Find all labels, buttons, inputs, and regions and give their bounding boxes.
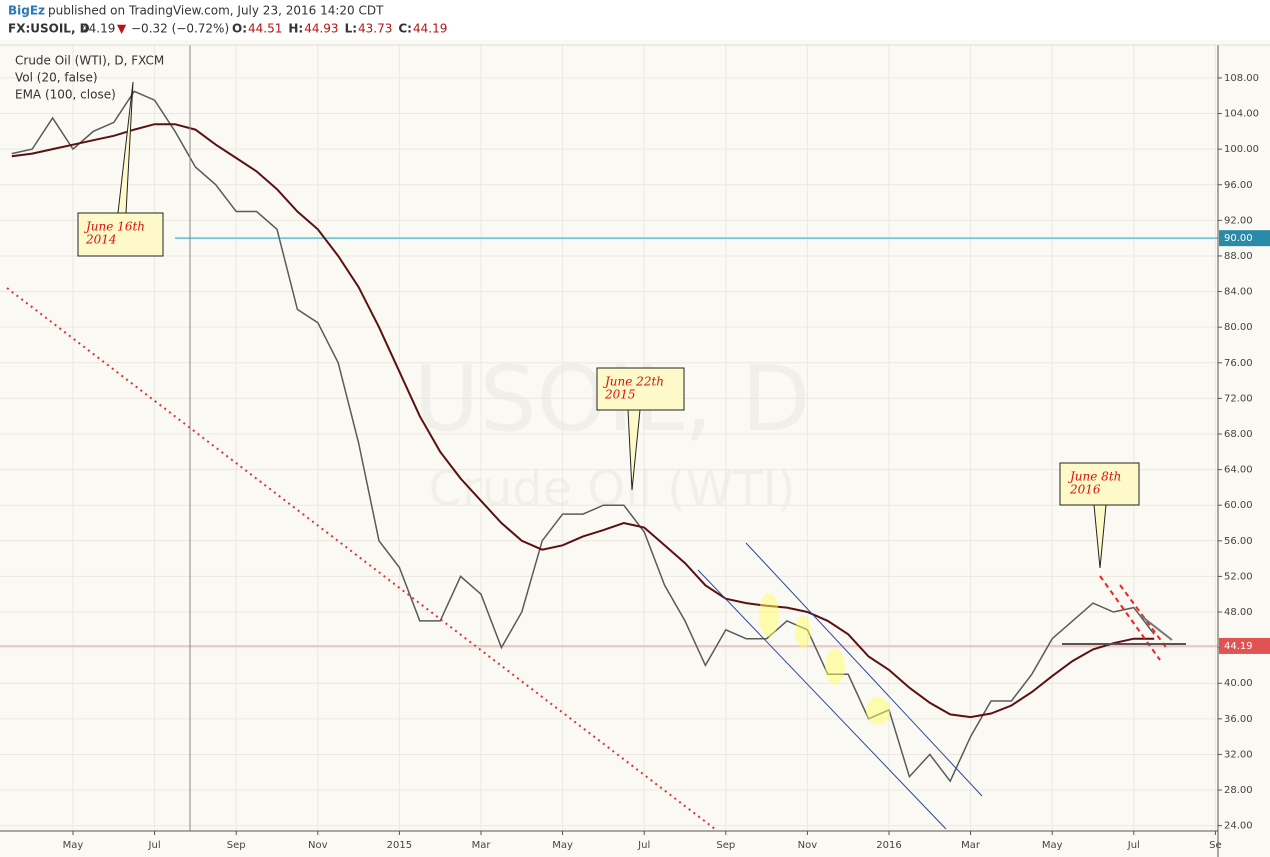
header-bg — [0, 0, 1270, 40]
channel-line — [745, 542, 983, 797]
x-tick-label: Mar — [472, 840, 492, 851]
last-price: 44.19 — [81, 22, 115, 36]
change-arrow: ▼ — [117, 22, 127, 36]
y-tick-label: 52.00 — [1224, 571, 1253, 582]
callout — [77, 81, 164, 257]
y-tick-label: 28.00 — [1224, 785, 1253, 796]
highlight — [825, 649, 845, 685]
y-tick-label: 56.00 — [1224, 536, 1253, 547]
published: published on TradingView.com, July 23, 2… — [48, 4, 384, 18]
series-line — [11, 90, 1155, 783]
x-tick-label: Se — [1209, 840, 1222, 851]
ohlc-key: C: — [398, 22, 412, 36]
y-tick-label: 84.00 — [1224, 287, 1253, 298]
x-tick-label: Sep — [716, 840, 735, 851]
author[interactable]: BigEz — [8, 4, 45, 18]
y-tick-label: 80.00 — [1224, 322, 1253, 333]
ohlc-key: L: — [345, 22, 357, 36]
change: −0.32 (−0.72%) — [131, 22, 229, 36]
x-tick-label: May — [63, 840, 84, 851]
highlight — [759, 593, 779, 637]
x-tick-label: Mar — [961, 840, 981, 851]
annotation: 2015 — [604, 388, 636, 402]
x-tick-label: Nov — [798, 840, 818, 851]
highlight — [795, 616, 811, 648]
annotation: June 16th — [83, 220, 145, 234]
annotation: 2014 — [85, 233, 117, 247]
series-line — [11, 123, 1155, 719]
y-tick-label: 96.00 — [1224, 180, 1253, 191]
callout — [1059, 462, 1140, 569]
y-tick-label: 60.00 — [1224, 500, 1253, 511]
y-tick-label: 104.00 — [1224, 109, 1259, 120]
price-label: 44.19 — [1224, 641, 1253, 652]
y-tick-label: 48.00 — [1224, 607, 1253, 618]
symbol: FX:USOIL, D — [8, 22, 90, 36]
annotation: June 8th — [1067, 470, 1121, 484]
x-tick-label: Jul — [148, 840, 161, 851]
ohlc-key: O: — [232, 22, 247, 36]
ohlc-value: 44.93 — [304, 22, 338, 36]
ohlc-value: 44.19 — [413, 22, 447, 36]
plot: USOIL, DCrude Oil (WTI) — [0, 45, 1218, 831]
ohlc-key: H: — [288, 22, 303, 36]
x-tick-label: Jul — [1127, 840, 1140, 851]
y-tick-label: 36.00 — [1224, 714, 1253, 725]
annotation: 2016 — [1069, 483, 1101, 497]
x-tick-label: Nov — [308, 840, 328, 851]
x-tick-label: May — [1042, 840, 1063, 851]
trend-line — [6, 287, 716, 830]
annotation: June 22th — [602, 375, 664, 389]
y-tick-label: 100.00 — [1224, 144, 1259, 155]
ohlc-value: 43.73 — [358, 22, 392, 36]
x-tick-label: 2015 — [387, 840, 412, 851]
price-label-bg — [1219, 637, 1270, 654]
price-label-bg — [1219, 230, 1270, 247]
price-label: 90.00 — [1224, 233, 1253, 244]
y-tick-label: 76.00 — [1224, 358, 1253, 369]
y-tick-label: 108.00 — [1224, 73, 1259, 84]
x-tick-label: Jul — [637, 840, 650, 851]
callout — [596, 367, 685, 491]
channel-line — [697, 569, 947, 830]
y-tick-label: 40.00 — [1224, 678, 1253, 689]
y-tick-label: 64.00 — [1224, 465, 1253, 476]
legend-ema: EMA (100, close) — [15, 88, 116, 102]
ohlc-value: 44.51 — [248, 22, 282, 36]
x-tick-label: Sep — [227, 840, 246, 851]
y-tick-label: 88.00 — [1224, 251, 1253, 262]
wedge-line — [1139, 614, 1173, 641]
y-tick-label: 24.00 — [1224, 821, 1253, 832]
y-tick-label: 32.00 — [1224, 749, 1253, 760]
highlight — [866, 697, 890, 725]
legend-symbol: Crude Oil (WTI), D, FXCM — [15, 54, 164, 68]
x-tick-label: 2016 — [876, 840, 901, 851]
y-tick-label: 68.00 — [1224, 429, 1253, 440]
x-tick-label: May — [552, 840, 573, 851]
y-tick-label: 92.00 — [1224, 215, 1253, 226]
ohlc: O: 44.51 H: 44.93 L: 43.73 C: 44.19 — [232, 22, 447, 36]
legend-volume: Vol (20, false) — [15, 71, 98, 85]
y-tick-label: 72.00 — [1224, 393, 1253, 404]
